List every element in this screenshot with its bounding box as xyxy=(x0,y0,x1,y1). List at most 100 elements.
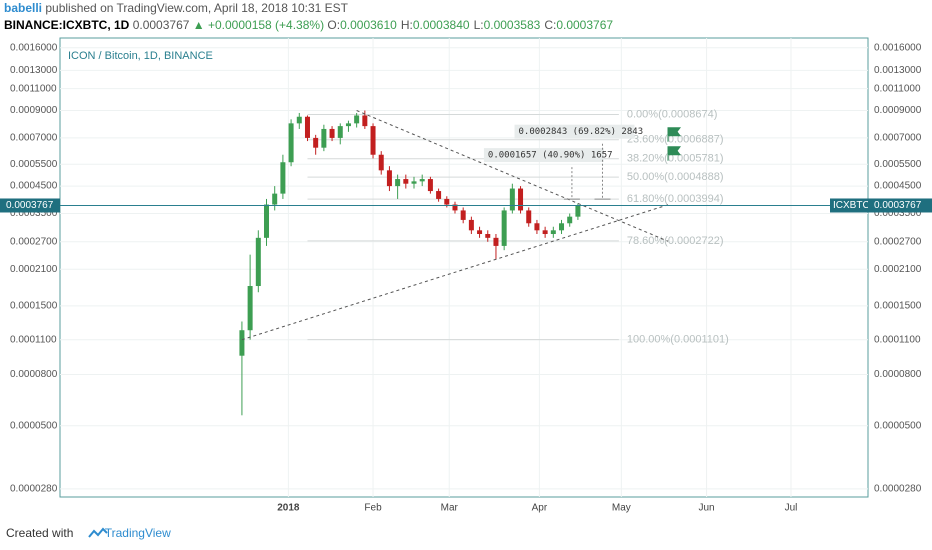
y-tick-label: 0.0004500 xyxy=(10,181,58,192)
fib-label: 0.00%(0.0008674) xyxy=(627,108,718,120)
candle-body xyxy=(477,230,483,235)
price: 0.0003767 xyxy=(132,18,190,32)
candle-body xyxy=(304,116,310,138)
candle-body xyxy=(452,204,458,211)
y-tick-label: 0.0001100 xyxy=(10,334,57,345)
chart: ICON / Bitcoin, 1D, BINANCE 0.0016000 0.0… xyxy=(0,37,932,514)
fib-label: 50.00%(0.0004888) xyxy=(627,171,724,183)
ohlc: O:0.0003610 H:0.0003840 L:0.0003583 C:0.000… xyxy=(327,18,617,32)
symbol-box xyxy=(830,198,868,213)
candle-body xyxy=(485,234,491,238)
x-tick-label: Mar xyxy=(441,503,459,514)
candle-body xyxy=(354,115,360,124)
ohlc-value: 0.0003840 xyxy=(412,18,470,32)
candle-body xyxy=(337,126,343,138)
fib-label: 23.60%(0.0006887) xyxy=(627,134,724,146)
candle-body xyxy=(247,286,253,331)
flag xyxy=(667,127,682,142)
candle-body xyxy=(362,115,368,127)
y-tick-label-right: 0.0000800 xyxy=(874,369,922,380)
ohlc-key: L: xyxy=(473,18,484,32)
candle-body xyxy=(321,128,327,148)
candle-body xyxy=(345,123,351,127)
y-tick-label-right: 0.0016000 xyxy=(874,42,922,53)
y-tick-label: 0.0013000 xyxy=(10,65,58,76)
symbol: BINANCE:ICXBTC, 1D xyxy=(4,18,130,32)
y-tick-label-right: 0.0004500 xyxy=(874,181,922,192)
candle-body xyxy=(313,137,319,148)
y-tick-label: 0.0005500 xyxy=(10,159,58,170)
y-tick-label: 0.0016000 xyxy=(10,42,58,53)
y-tick-label: 0.0002100 xyxy=(10,264,58,275)
candle-body xyxy=(280,162,286,194)
y-tick-label: 0.0003500 xyxy=(10,208,58,219)
y-tick-label-right: 0.0002100 xyxy=(874,264,922,275)
y-tick-label-right: 0.0001500 xyxy=(874,301,922,312)
y-tick-label-right: 0.0000280 xyxy=(874,484,922,495)
ohlc-key: H: xyxy=(400,18,413,32)
measure-label: 0.0001657 (40.90%) 1657 xyxy=(488,151,613,161)
candle-body xyxy=(239,330,245,356)
brand[interactable]: TradingView xyxy=(104,526,171,540)
candle-body xyxy=(264,204,270,238)
fib-label: 61.80%(0.0003994) xyxy=(627,193,724,205)
change: ▲ +0.0000158 (+4.38%) xyxy=(192,18,325,32)
y-tick-label: 0.0000800 xyxy=(10,369,58,380)
created: Created with xyxy=(6,526,74,540)
candle-body xyxy=(329,128,335,138)
y-tick-label: 0.0011000 xyxy=(10,83,57,94)
y-tick-label: 0.0001500 xyxy=(10,301,58,312)
candle-body xyxy=(403,179,409,184)
fib-label: 78.60%(0.0002722) xyxy=(627,235,724,247)
candle-body xyxy=(419,179,425,182)
trend-line-upper xyxy=(356,110,669,242)
candle-body xyxy=(427,179,433,192)
y-tick-label: 0.0009000 xyxy=(10,105,58,116)
x-tick-label: Apr xyxy=(532,503,548,514)
price-label-right: 0.0003767 xyxy=(874,200,922,211)
candle-body xyxy=(378,154,384,171)
measure-label: 0.0002843 (69.82%) 2843 xyxy=(518,127,643,137)
candle-body xyxy=(518,188,524,211)
logo xyxy=(88,527,108,538)
candle-body xyxy=(288,123,294,163)
candle-body xyxy=(255,237,261,287)
ohlc-value: 0.0003583 xyxy=(483,18,541,32)
candle-body xyxy=(411,181,417,184)
candle-body xyxy=(386,170,392,187)
y-tick-label-right: 0.0009000 xyxy=(874,105,922,116)
measure-box xyxy=(514,124,635,139)
candle-body xyxy=(460,210,466,220)
flag xyxy=(667,146,681,161)
x-tick-label: 2018 xyxy=(277,503,300,514)
footer: Created with TradingView xyxy=(6,526,171,540)
candle-body xyxy=(370,126,376,155)
candle-body xyxy=(468,219,474,231)
y-tick-label: 0.0002700 xyxy=(10,236,58,247)
line1: babelli published on TradingView.com, Ap… xyxy=(4,0,617,17)
y-tick-label-right: 0.0003500 xyxy=(874,208,922,219)
y-tick-label-right: 0.0007000 xyxy=(874,133,922,144)
price-box-left xyxy=(0,198,60,213)
chart-title: ICON / Bitcoin, 1D, BINANCE xyxy=(68,50,213,62)
header: babelli published on TradingView.com, Ap… xyxy=(4,0,617,34)
ohlc-key: C: xyxy=(544,18,557,32)
candle-body xyxy=(296,116,302,124)
price-box-right xyxy=(868,198,932,213)
candle-body xyxy=(395,179,401,187)
candle-body xyxy=(501,210,507,246)
candle-body xyxy=(567,216,573,224)
trend-line-lower xyxy=(241,204,669,341)
y-tick-label: 0.0000280 xyxy=(10,484,58,495)
fib-label: 100.00%(0.0001101) xyxy=(627,334,729,346)
candle-body xyxy=(575,205,581,217)
ohlc-key: O: xyxy=(327,18,341,32)
candle-body xyxy=(559,223,565,231)
published: published on TradingView.com, April 18, … xyxy=(45,1,349,15)
measure-box xyxy=(483,148,604,163)
y-tick-label-right: 0.0001100 xyxy=(874,334,921,345)
author: babelli xyxy=(4,1,43,15)
candle-body xyxy=(550,230,556,235)
candle-body xyxy=(493,237,499,246)
